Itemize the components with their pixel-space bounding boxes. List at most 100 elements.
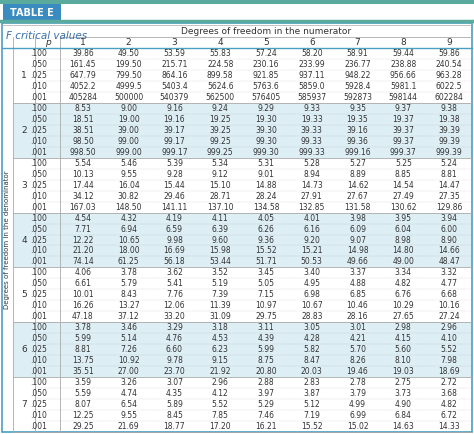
Text: 5.28: 5.28 xyxy=(303,159,320,168)
Text: 5.99: 5.99 xyxy=(257,345,274,354)
Text: 15.98: 15.98 xyxy=(210,247,231,256)
Text: 21.69: 21.69 xyxy=(118,422,139,431)
Text: 27.24: 27.24 xyxy=(438,312,460,321)
Text: 17.20: 17.20 xyxy=(210,422,231,431)
Text: 6.84: 6.84 xyxy=(395,411,412,420)
Text: 9.20: 9.20 xyxy=(303,236,320,244)
Text: 27.35: 27.35 xyxy=(438,192,460,201)
Text: 137.10: 137.10 xyxy=(207,203,234,212)
Text: 224.58: 224.58 xyxy=(207,60,233,69)
Text: .001: .001 xyxy=(31,148,47,157)
Text: 29.46: 29.46 xyxy=(164,192,185,201)
Text: 6022.5: 6022.5 xyxy=(436,82,462,91)
Text: 6.68: 6.68 xyxy=(441,290,457,299)
Text: 3.59: 3.59 xyxy=(74,378,91,387)
Text: 57.24: 57.24 xyxy=(255,49,277,58)
Text: 5.82: 5.82 xyxy=(303,345,320,354)
Text: 5.89: 5.89 xyxy=(166,400,183,409)
Text: 9.78: 9.78 xyxy=(166,356,183,365)
Text: 647.79: 647.79 xyxy=(70,71,96,80)
Text: 864.16: 864.16 xyxy=(161,71,188,80)
Text: 19.46: 19.46 xyxy=(346,367,368,376)
Text: 3.73: 3.73 xyxy=(395,389,412,398)
Text: 3.52: 3.52 xyxy=(212,268,228,277)
Text: 9.33: 9.33 xyxy=(303,104,320,113)
Text: 4.95: 4.95 xyxy=(303,279,320,288)
Text: 19.33: 19.33 xyxy=(301,115,323,124)
Text: 5.34: 5.34 xyxy=(212,159,229,168)
Text: 19.37: 19.37 xyxy=(392,115,414,124)
Text: 2: 2 xyxy=(21,126,27,135)
Text: 5.60: 5.60 xyxy=(395,345,412,354)
Text: 899.58: 899.58 xyxy=(207,71,234,80)
Text: 129.86: 129.86 xyxy=(436,203,462,212)
Text: .025: .025 xyxy=(31,71,47,80)
Text: 18.69: 18.69 xyxy=(438,367,460,376)
Text: 592873: 592873 xyxy=(343,93,372,102)
Text: 799.50: 799.50 xyxy=(115,71,142,80)
Text: 6.99: 6.99 xyxy=(349,411,366,420)
Text: 49.50: 49.50 xyxy=(118,49,140,58)
Text: 3.01: 3.01 xyxy=(349,323,366,332)
Text: 48.47: 48.47 xyxy=(438,257,460,266)
Text: 19.00: 19.00 xyxy=(118,115,139,124)
Text: 9.28: 9.28 xyxy=(166,170,183,179)
Text: 4.76: 4.76 xyxy=(166,334,183,343)
Text: 199.50: 199.50 xyxy=(115,60,142,69)
Text: 28.83: 28.83 xyxy=(301,312,322,321)
Text: 3.29: 3.29 xyxy=(166,323,183,332)
Text: 1: 1 xyxy=(80,38,86,47)
Text: 3: 3 xyxy=(172,38,177,47)
Text: 5.79: 5.79 xyxy=(120,279,137,288)
Text: 19.35: 19.35 xyxy=(346,115,368,124)
Text: 14.54: 14.54 xyxy=(392,181,414,190)
Text: .001: .001 xyxy=(31,422,47,431)
Text: 31.09: 31.09 xyxy=(210,312,231,321)
Text: 39.86: 39.86 xyxy=(72,49,94,58)
Text: 29.25: 29.25 xyxy=(72,422,94,431)
Text: 14.62: 14.62 xyxy=(347,181,368,190)
Text: 9.37: 9.37 xyxy=(395,104,412,113)
Text: 28.24: 28.24 xyxy=(255,192,277,201)
Text: 4: 4 xyxy=(21,236,27,244)
Text: 15.10: 15.10 xyxy=(210,181,231,190)
Text: 30.82: 30.82 xyxy=(118,192,139,201)
Text: 5981.1: 5981.1 xyxy=(390,82,417,91)
Text: 5859.0: 5859.0 xyxy=(299,82,325,91)
Text: 39.30: 39.30 xyxy=(255,126,277,135)
Text: 6.04: 6.04 xyxy=(395,224,412,233)
Text: 6.54: 6.54 xyxy=(120,400,137,409)
Text: 999.00: 999.00 xyxy=(115,148,142,157)
Text: 6.76: 6.76 xyxy=(395,290,412,299)
Text: 6.85: 6.85 xyxy=(349,290,366,299)
Text: 99.37: 99.37 xyxy=(392,137,414,146)
Text: 7.15: 7.15 xyxy=(257,290,274,299)
Text: 6.00: 6.00 xyxy=(441,224,457,233)
Text: 39.39: 39.39 xyxy=(438,126,460,135)
Text: Degrees of freedom in the denominator: Degrees of freedom in the denominator xyxy=(4,171,10,309)
Text: 20.80: 20.80 xyxy=(255,367,277,376)
Text: 4.82: 4.82 xyxy=(395,279,412,288)
Text: 21.20: 21.20 xyxy=(72,247,94,256)
Text: 15.52: 15.52 xyxy=(255,247,277,256)
Text: .001: .001 xyxy=(31,257,47,266)
Text: 18.00: 18.00 xyxy=(118,247,139,256)
Text: 19.30: 19.30 xyxy=(255,115,277,124)
Text: 15.02: 15.02 xyxy=(347,422,368,431)
Text: 9.38: 9.38 xyxy=(441,104,457,113)
Text: 3.07: 3.07 xyxy=(166,378,183,387)
Text: 14.47: 14.47 xyxy=(438,181,460,190)
Text: 9: 9 xyxy=(446,38,452,47)
Text: 9.98: 9.98 xyxy=(166,236,183,244)
Text: .025: .025 xyxy=(31,181,47,190)
Text: 8.89: 8.89 xyxy=(349,170,366,179)
Text: 10.13: 10.13 xyxy=(72,170,94,179)
Text: .050: .050 xyxy=(30,279,47,288)
Text: 215.71: 215.71 xyxy=(161,60,188,69)
Text: 3.94: 3.94 xyxy=(441,214,457,223)
Text: 10.65: 10.65 xyxy=(118,236,139,244)
Text: 3.32: 3.32 xyxy=(441,268,457,277)
Text: 8.98: 8.98 xyxy=(395,236,412,244)
Text: .100: .100 xyxy=(31,378,47,387)
Text: 3.98: 3.98 xyxy=(349,214,366,223)
